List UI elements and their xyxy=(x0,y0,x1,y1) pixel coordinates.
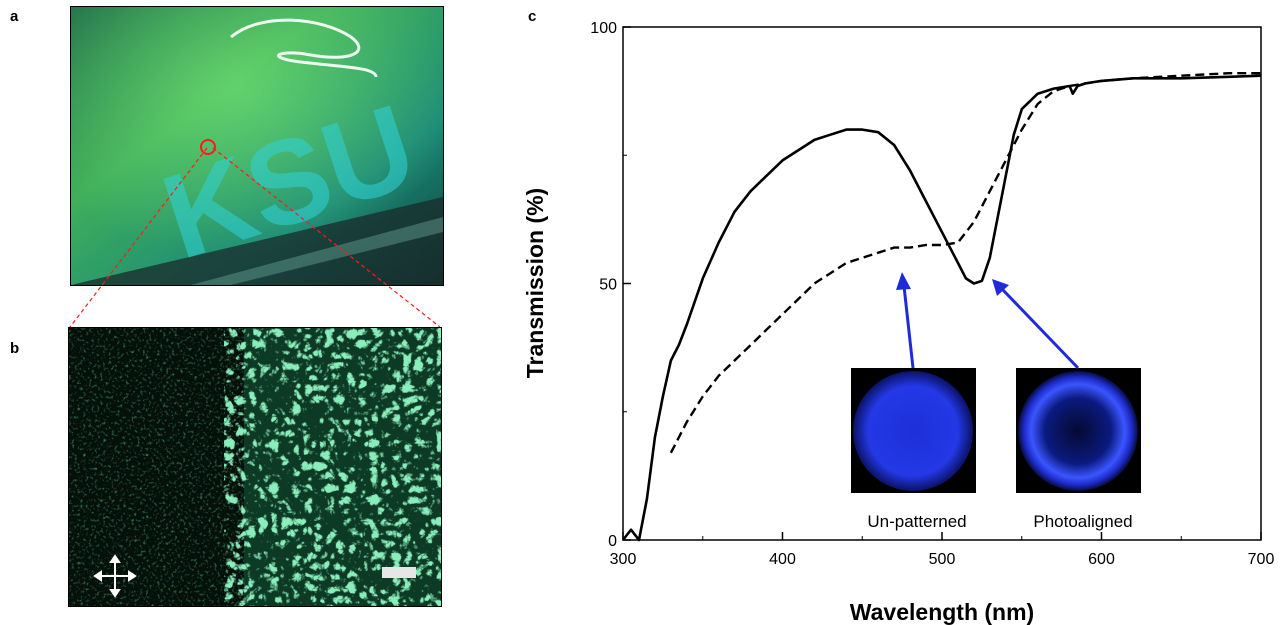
y-tick-label: 50 xyxy=(599,277,617,294)
x-tick-label: 700 xyxy=(1248,551,1275,568)
photoaligned-curve-dashed xyxy=(669,72,1261,454)
sample-photograph: KSU xyxy=(70,6,444,286)
unpatterned-curve-solid xyxy=(621,74,1262,542)
annotation-arrows xyxy=(896,272,1080,370)
x-tick-label: 500 xyxy=(929,551,956,568)
micrograph xyxy=(68,327,442,607)
inset-label-photoaligned: Photoaligned xyxy=(1033,512,1132,531)
scale-bar xyxy=(382,567,416,578)
x-axis-title: Wavelength (nm) xyxy=(850,599,1034,625)
inset-unpatterned xyxy=(851,368,976,493)
y-tick-label: 0 xyxy=(608,533,617,550)
crossed-polarizer-icon xyxy=(93,554,137,598)
x-tick-label: 400 xyxy=(769,551,796,568)
panel-label-c: c xyxy=(528,8,537,25)
panel-label-a: a xyxy=(10,8,19,25)
y-axis-title: Transmission (%) xyxy=(522,188,548,378)
panel-label-b: b xyxy=(10,340,20,357)
y-tick-label: 100 xyxy=(590,20,617,37)
inset-label-unpatterned: Un-patterned xyxy=(867,512,966,531)
inset-photoaligned xyxy=(1016,368,1141,493)
zoom-region-circle xyxy=(200,139,216,155)
x-tick-label: 300 xyxy=(610,551,637,568)
x-tick-label: 600 xyxy=(1088,551,1115,568)
